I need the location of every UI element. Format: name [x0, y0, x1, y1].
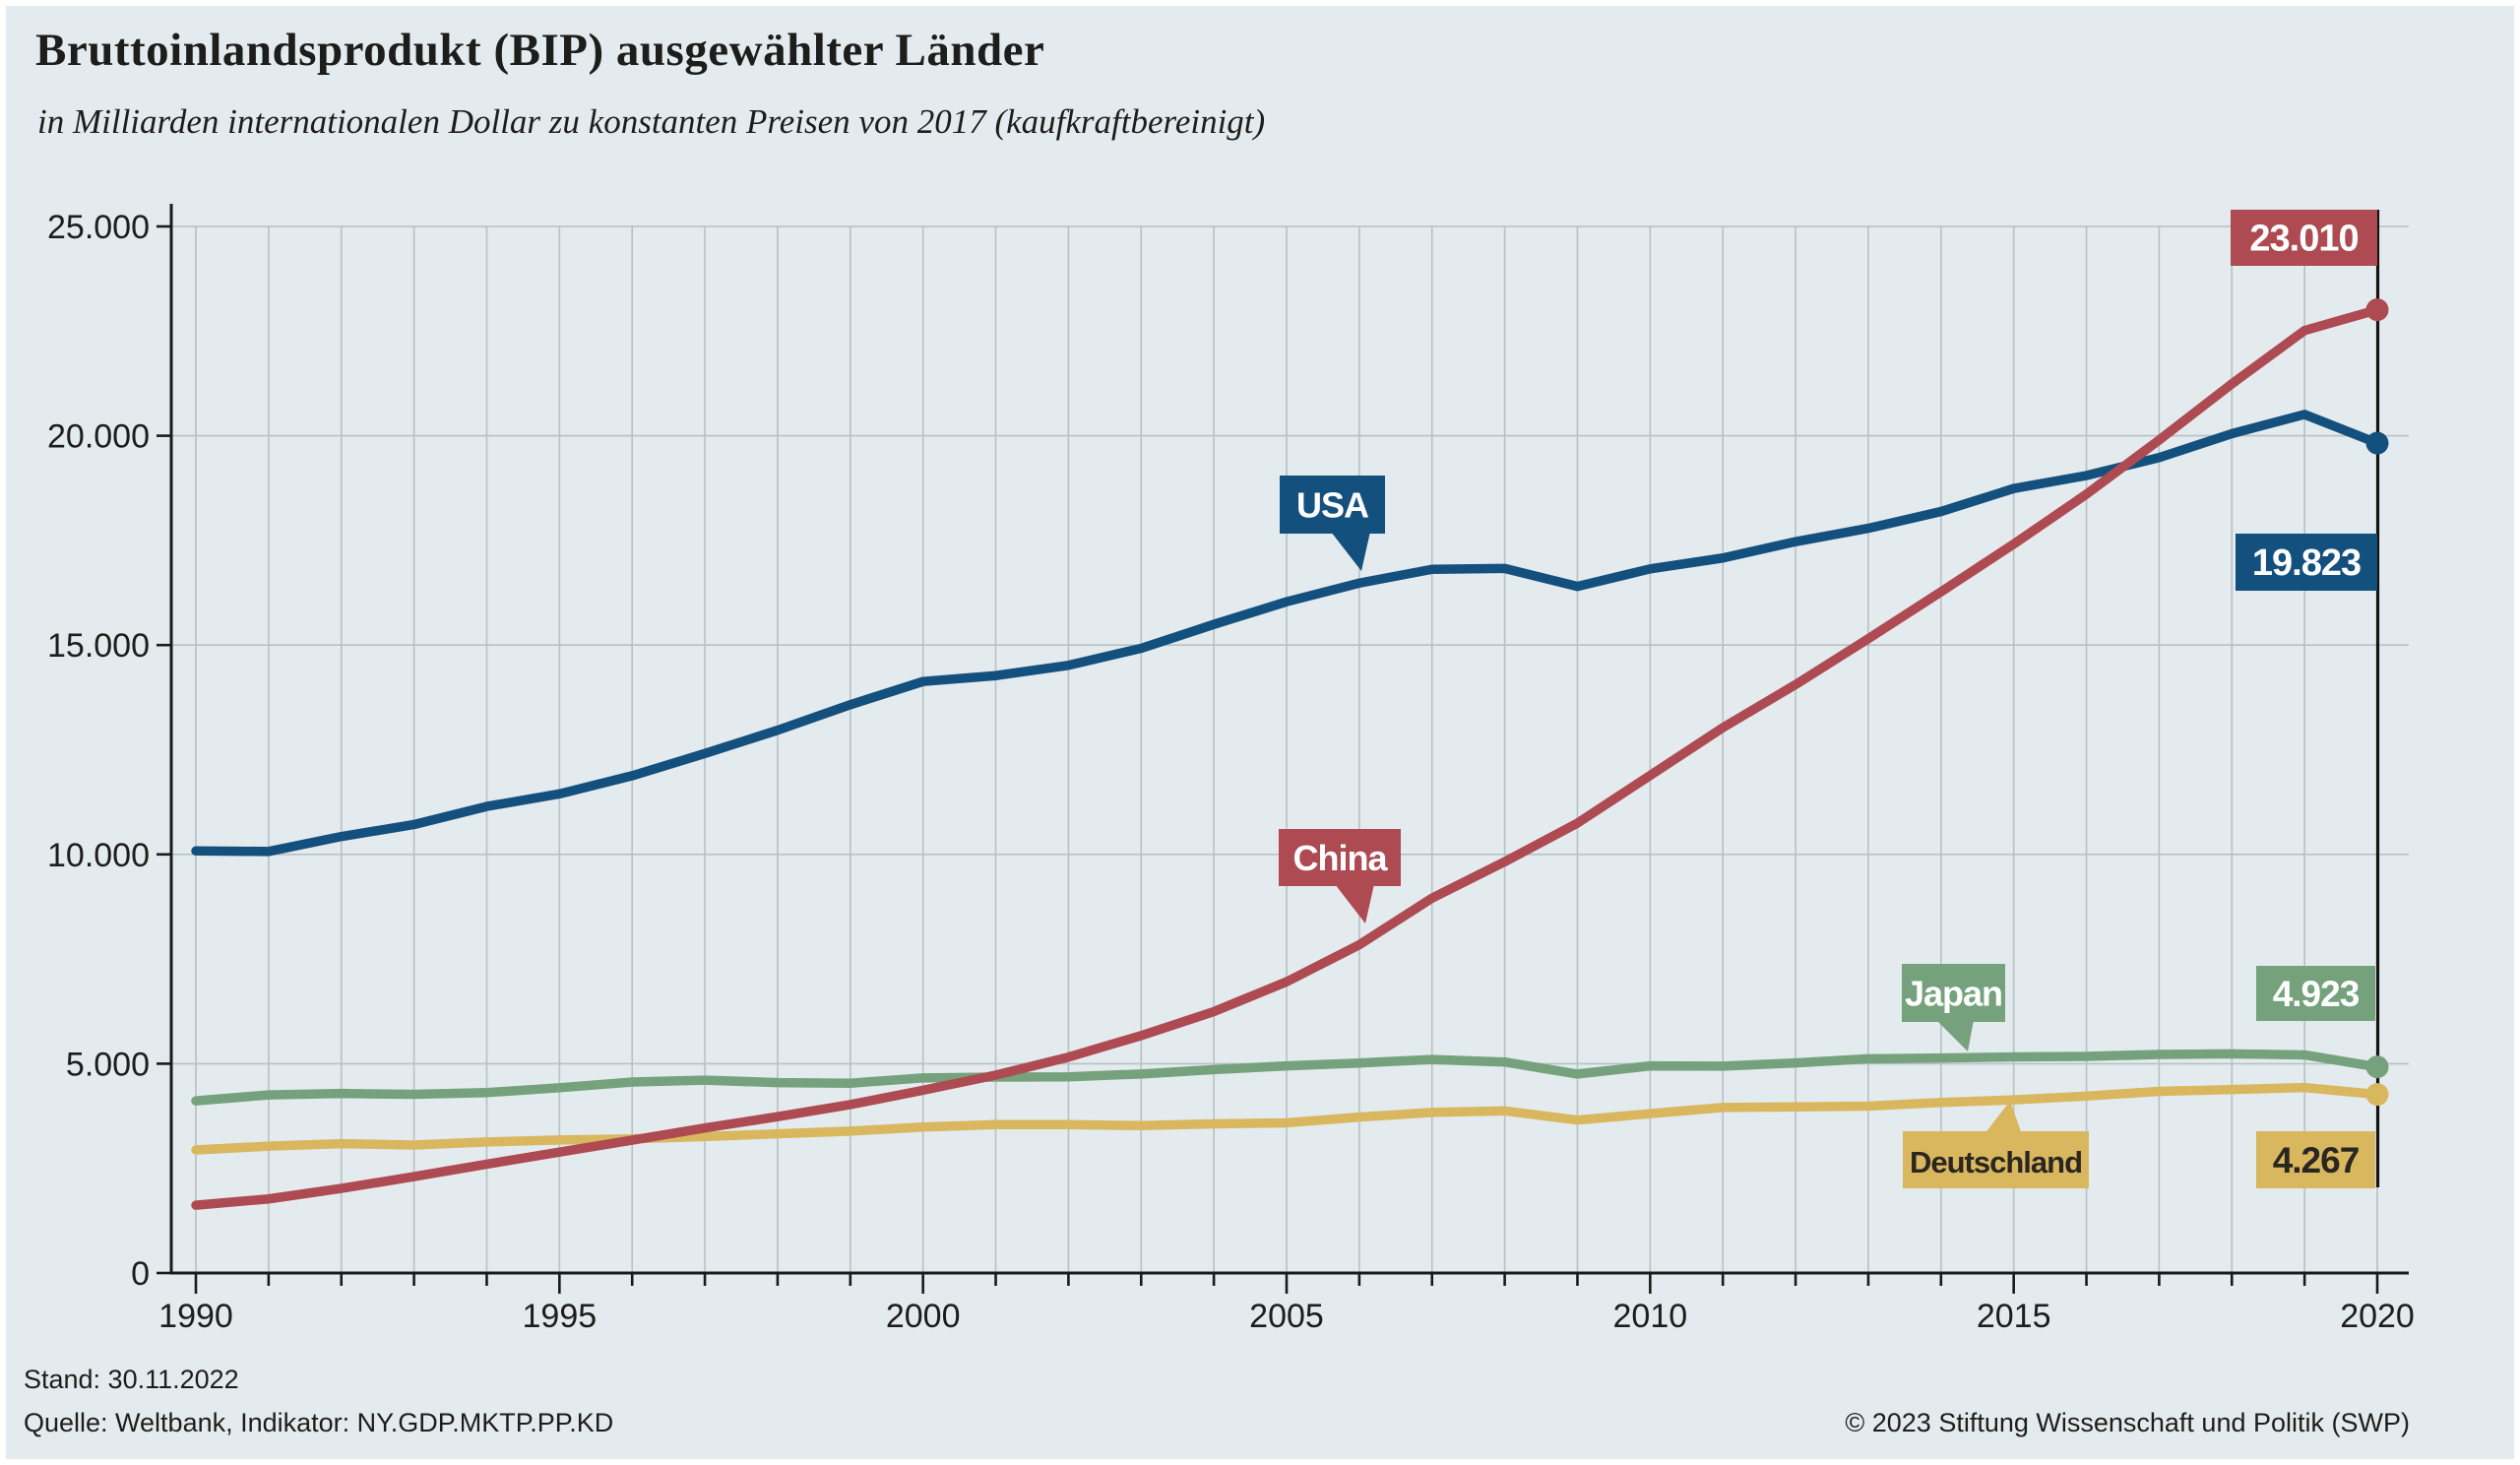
y-tick-label: 15.000 [47, 627, 150, 665]
series-callout-labels: USA China Japan Deutschland [1279, 476, 2089, 1188]
end-value-label-usa: 19.823 [2252, 542, 2361, 584]
end-dot-usa [2365, 431, 2389, 455]
callout-label-deutschland: Deutschland [1910, 1145, 2082, 1179]
callout-tail-japan [1936, 1020, 1974, 1051]
chart-title: Bruttoinlandsprodukt (BIP) ausgewählter … [35, 25, 1045, 76]
callout-box-japan [1902, 964, 2005, 1022]
x-tick-label: 2015 [1977, 1298, 2051, 1335]
end-value-label-deutschland: 4.267 [2273, 1140, 2360, 1180]
end-value-box-japan [2256, 966, 2375, 1021]
axes [157, 204, 2409, 1294]
gridlines [171, 225, 2409, 1273]
end-value-label-china: 23.010 [2249, 219, 2358, 260]
callout-label-usa: USA [1296, 485, 1369, 526]
footer-source: Quelle: Weltbank, Indikator: NY.GDP.MKTP… [24, 1408, 614, 1437]
callout-tail-deutschland [1984, 1101, 2022, 1134]
end-value-label-japan: 4.923 [2273, 974, 2360, 1014]
y-tick-label: 20.000 [47, 418, 150, 456]
callout-label-japan: Japan [1905, 974, 2002, 1014]
x-tick-label: 2005 [1249, 1298, 1324, 1335]
end-value-box-usa [2236, 534, 2377, 591]
callout-tail-usa [1331, 532, 1370, 571]
y-tick-label: 10.000 [47, 837, 150, 874]
callout-box-usa [1280, 476, 1385, 534]
end-dot-china [2365, 298, 2389, 322]
callout-box-china [1279, 829, 1401, 886]
series-lines [191, 304, 2382, 1210]
end-dot-japan [2365, 1055, 2389, 1079]
x-tick-label: 2010 [1613, 1298, 1688, 1335]
callout-label-china: China [1292, 838, 1388, 878]
end-value-box-china [2231, 210, 2377, 266]
series-end-dots [2365, 298, 2389, 1107]
footer-copyright: © 2023 Stiftung Wissenschaft und Politik… [1845, 1408, 2410, 1437]
axis-tick-labels: 0 5.000 10.000 15.000 20.000 25.000 1990 1995 20… [47, 209, 2415, 1335]
footer-stand: Stand: 30.11.2022 [24, 1365, 239, 1394]
end-value-boxes: 23.010 19.823 4.923 4.267 [2231, 210, 2377, 1188]
series-line-japan [191, 1049, 2382, 1106]
callout-box-deutschland [1903, 1131, 2089, 1188]
end-dot-deutschland [2365, 1083, 2389, 1107]
series-line-usa [191, 410, 2382, 857]
end-value-box-deutschland [2256, 1131, 2375, 1188]
x-tick-label: 2000 [886, 1298, 961, 1335]
x-tick-label: 1995 [523, 1298, 598, 1335]
chart-subtitle: in Milliarden internationalen Dollar zu … [37, 102, 1266, 141]
series-line-deutschland [191, 1082, 2382, 1155]
x-tick-label: 1990 [158, 1298, 233, 1335]
y-tick-label: 5.000 [66, 1046, 150, 1083]
x-tick-label: 2020 [2340, 1298, 2415, 1335]
series-line-china [191, 304, 2382, 1210]
callout-tail-china [1335, 884, 1374, 924]
y-tick-label: 25.000 [47, 209, 150, 246]
y-tick-label: 0 [131, 1255, 150, 1293]
